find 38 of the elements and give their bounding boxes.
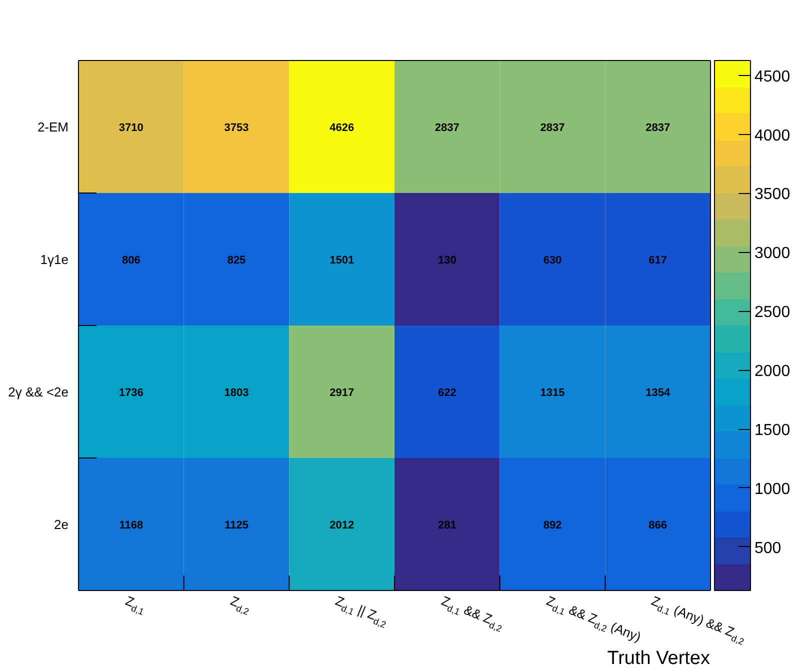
data-label: 3753 bbox=[224, 122, 249, 134]
color-bar-label: 1500 bbox=[754, 422, 790, 439]
data-label: 1315 bbox=[540, 386, 565, 399]
data-label: 630 bbox=[543, 254, 562, 266]
color-bar-label: 2000 bbox=[754, 363, 790, 380]
color-bar-label: 3500 bbox=[754, 186, 790, 204]
color-bar-label: 500 bbox=[754, 540, 782, 557]
data-label: 2837 bbox=[646, 122, 670, 134]
color-bar-label: 1000 bbox=[754, 480, 790, 498]
data-label: 1354 bbox=[646, 386, 671, 399]
data-label: 2917 bbox=[330, 386, 354, 399]
data-label: 892 bbox=[543, 519, 562, 532]
y-tick-label: 1γ1e bbox=[40, 252, 69, 267]
color-bar-label: 4500 bbox=[754, 68, 790, 86]
data-label: 3710 bbox=[118, 122, 144, 134]
color-bar-label: 3000 bbox=[754, 245, 790, 262]
y-tick-label: 2-EM bbox=[37, 119, 69, 134]
data-label: 281 bbox=[438, 519, 456, 532]
x-axis-title: Truth Vertex bbox=[607, 648, 710, 669]
y-tick-label: 2e bbox=[54, 516, 69, 532]
data-label: 1501 bbox=[330, 254, 354, 266]
color-bar-label: 4000 bbox=[754, 127, 790, 144]
color-bar-label: 2500 bbox=[754, 304, 790, 322]
data-label: 1125 bbox=[224, 519, 248, 532]
data-label: 1736 bbox=[118, 386, 144, 399]
data-label: 2837 bbox=[434, 122, 460, 134]
data-label: 866 bbox=[648, 519, 668, 532]
data-label: 2012 bbox=[330, 519, 354, 532]
data-label: 130 bbox=[438, 254, 456, 266]
data-label: 1168 bbox=[119, 519, 144, 532]
data-label: 806 bbox=[122, 254, 140, 266]
y-tick-label: 2γ && <2e bbox=[8, 384, 69, 400]
data-label: 825 bbox=[227, 254, 246, 266]
data-label: 2837 bbox=[540, 122, 565, 134]
data-label: 622 bbox=[438, 386, 456, 399]
data-label: 617 bbox=[648, 254, 668, 266]
data-label: 4626 bbox=[330, 122, 354, 134]
data-label: 1803 bbox=[224, 386, 249, 399]
